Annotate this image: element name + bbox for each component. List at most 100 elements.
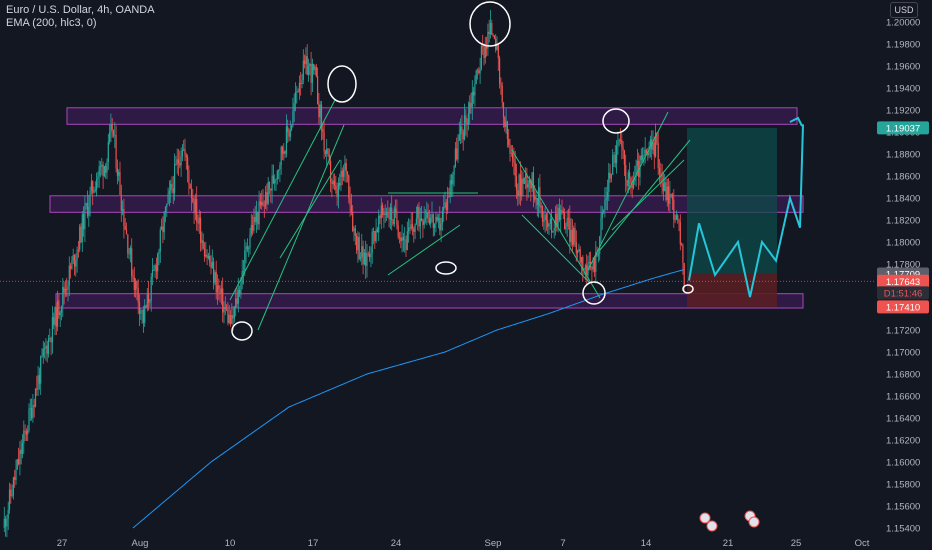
- candle-body: [68, 265, 70, 286]
- candle-body: [571, 229, 573, 245]
- candle-body: [63, 287, 65, 293]
- candle-body: [339, 182, 341, 186]
- candle-body: [133, 277, 135, 290]
- trendline: [599, 139, 691, 251]
- candle-body: [168, 190, 170, 194]
- candle-body: [681, 244, 683, 246]
- price-tick-label: 1.18200: [886, 216, 920, 227]
- candle-body: [239, 289, 241, 295]
- candle-body: [86, 203, 89, 216]
- candle-body: [93, 190, 95, 193]
- candle-body: [202, 240, 204, 249]
- price-tick-label: 1.15400: [886, 524, 920, 535]
- candle-body: [354, 228, 356, 236]
- candle-body: [610, 174, 612, 179]
- candles: [3, 10, 685, 538]
- trendline: [511, 149, 601, 299]
- candle-body: [112, 129, 115, 136]
- candle-body: [554, 213, 557, 229]
- candle-body: [545, 214, 547, 221]
- candle-body: [235, 298, 237, 309]
- time-tick-label: 7: [560, 538, 565, 549]
- candle-body: [428, 218, 430, 224]
- candle-body: [439, 218, 441, 231]
- candle-body: [110, 123, 112, 133]
- candle-body: [640, 155, 642, 161]
- candle-body: [219, 288, 221, 294]
- candle-body: [366, 253, 368, 266]
- candle-body: [557, 207, 559, 227]
- candle-body: [305, 55, 307, 64]
- candle-body: [311, 63, 313, 83]
- candle-body: [90, 181, 92, 191]
- price-tick-label: 1.19400: [886, 84, 920, 95]
- ema-line: [132, 269, 685, 529]
- candle-body: [24, 430, 26, 432]
- candle-body: [72, 255, 74, 261]
- price-tick-label: 1.15800: [886, 480, 920, 491]
- candle-body: [653, 142, 655, 157]
- candle-body: [453, 166, 455, 175]
- candle-body: [452, 174, 454, 185]
- candle-body: [383, 213, 385, 216]
- candle-body: [215, 272, 217, 293]
- candle-body: [497, 43, 499, 59]
- symbol-title[interactable]: Euro / U.S. Dollar, 4h, OANDA: [6, 4, 155, 16]
- time-tick-label: 21: [723, 538, 734, 549]
- currency-badge[interactable]: USD: [890, 2, 918, 18]
- candle-body: [648, 145, 650, 156]
- candle-body: [190, 188, 193, 198]
- candle-body: [23, 430, 25, 443]
- candle-body: [527, 183, 529, 188]
- time-tick-label: Sep: [485, 538, 502, 549]
- candle-body: [514, 162, 516, 176]
- candle-body: [304, 60, 306, 64]
- time-tick-label: 10: [225, 538, 236, 549]
- candle-body: [254, 216, 256, 222]
- candle-body: [323, 131, 325, 152]
- candle-body: [205, 254, 207, 257]
- candle-body: [352, 211, 354, 231]
- candle-body: [634, 176, 636, 182]
- candle-body: [517, 190, 519, 196]
- trendline: [587, 111, 669, 271]
- candle-body: [482, 46, 484, 47]
- candle-body: [12, 477, 14, 496]
- candle-body: [635, 165, 637, 177]
- candle-body: [566, 218, 568, 227]
- candle-body: [495, 38, 497, 50]
- candle-body: [154, 265, 156, 270]
- annotation-circle: [469, 1, 511, 47]
- candle-body: [400, 237, 402, 242]
- candle-body: [255, 211, 258, 222]
- candle-body: [125, 229, 128, 235]
- candle-body: [534, 195, 536, 200]
- candle-body: [395, 208, 397, 212]
- candle-body: [114, 135, 116, 137]
- candle-body: [216, 285, 219, 293]
- candle-body: [128, 253, 130, 255]
- candle-body: [249, 234, 251, 249]
- candle-body: [340, 170, 342, 186]
- candle-body: [150, 276, 152, 301]
- candle-body: [449, 180, 451, 198]
- candle-body: [123, 208, 125, 227]
- candle-body: [523, 177, 525, 184]
- indicator-label[interactable]: EMA (200, hlc3, 0): [6, 17, 97, 29]
- candle-body: [337, 182, 339, 198]
- candle-body: [161, 226, 163, 230]
- candle-body: [132, 275, 134, 278]
- candle-body: [15, 469, 17, 480]
- candle-body: [120, 194, 122, 211]
- candle-body: [280, 146, 282, 165]
- candle-body: [40, 356, 42, 384]
- candle-body: [306, 55, 308, 75]
- candle-body: [14, 477, 16, 480]
- candle-body: [486, 45, 488, 49]
- candle-body: [391, 207, 393, 221]
- candle-body: [567, 218, 570, 219]
- candle-body: [331, 182, 333, 185]
- candle-body: [625, 164, 627, 181]
- price-tick-label: 1.16000: [886, 458, 920, 469]
